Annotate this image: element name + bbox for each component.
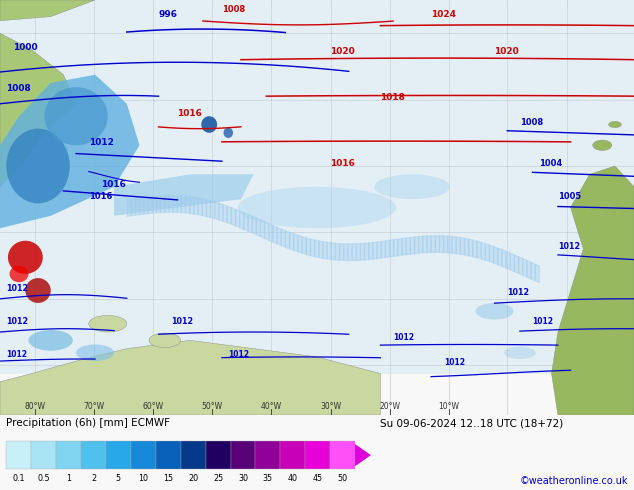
Bar [330, 441, 355, 469]
Text: 30°W: 30°W [320, 402, 342, 411]
Bar [81, 441, 106, 469]
Text: 10°W: 10°W [438, 402, 460, 411]
Bar [181, 441, 205, 469]
Polygon shape [355, 444, 371, 466]
Text: Precipitation (6h) [mm] ECMWF: Precipitation (6h) [mm] ECMWF [6, 418, 171, 428]
Text: 1012: 1012 [444, 358, 465, 367]
Text: 20: 20 [188, 473, 198, 483]
Text: 1024: 1024 [431, 10, 456, 19]
Text: 1018: 1018 [380, 93, 405, 101]
Polygon shape [0, 33, 76, 187]
Text: 1016: 1016 [178, 109, 202, 118]
Text: 50°W: 50°W [202, 402, 223, 411]
Text: 1016: 1016 [101, 180, 126, 189]
Text: 1012: 1012 [6, 350, 27, 359]
Text: 5: 5 [116, 473, 121, 483]
Ellipse shape [201, 116, 217, 133]
Ellipse shape [25, 278, 51, 303]
Text: 0.1: 0.1 [13, 473, 25, 483]
Polygon shape [0, 341, 380, 415]
Text: 1: 1 [66, 473, 71, 483]
Text: 1008: 1008 [520, 118, 543, 126]
Bar [280, 441, 305, 469]
Polygon shape [114, 174, 254, 216]
Text: Su 09-06-2024 12..18 UTC (18+72): Su 09-06-2024 12..18 UTC (18+72) [380, 418, 564, 428]
Bar [131, 441, 156, 469]
Text: 1012: 1012 [6, 284, 29, 293]
Text: 15: 15 [163, 473, 173, 483]
Text: 1012: 1012 [507, 288, 529, 296]
Ellipse shape [593, 140, 612, 150]
Bar [305, 441, 330, 469]
Text: 35: 35 [263, 473, 273, 483]
Text: 45: 45 [313, 473, 323, 483]
Ellipse shape [374, 174, 450, 199]
Polygon shape [0, 0, 95, 21]
Polygon shape [0, 74, 139, 228]
Text: 1020: 1020 [495, 47, 519, 56]
Text: 40°W: 40°W [261, 402, 282, 411]
Ellipse shape [6, 129, 70, 203]
Ellipse shape [149, 333, 181, 347]
Bar [231, 441, 256, 469]
Text: 1012: 1012 [6, 317, 29, 326]
Text: 1012: 1012 [533, 317, 553, 326]
Ellipse shape [10, 266, 29, 282]
Bar [56, 441, 81, 469]
Text: 70°W: 70°W [83, 402, 105, 411]
Text: 2: 2 [91, 473, 96, 483]
Ellipse shape [476, 303, 514, 319]
Ellipse shape [504, 346, 536, 359]
Bar [31, 441, 56, 469]
Ellipse shape [76, 344, 114, 361]
Text: 996: 996 [158, 10, 178, 19]
Bar [6, 441, 31, 469]
Text: 10: 10 [138, 473, 148, 483]
Text: 1012: 1012 [228, 350, 249, 359]
Bar [256, 441, 280, 469]
Text: 1004: 1004 [539, 159, 562, 168]
Ellipse shape [223, 127, 233, 138]
Text: 20°W: 20°W [379, 402, 401, 411]
Text: 80°W: 80°W [24, 402, 46, 411]
Polygon shape [552, 166, 634, 415]
Text: 40: 40 [288, 473, 298, 483]
Text: 25: 25 [213, 473, 223, 483]
Text: 1005: 1005 [558, 192, 581, 201]
Text: 50: 50 [337, 473, 347, 483]
Bar [156, 441, 181, 469]
Text: 1012: 1012 [171, 317, 193, 326]
Text: 1000: 1000 [13, 43, 37, 52]
Text: 1008: 1008 [6, 84, 31, 93]
Text: 60°W: 60°W [143, 402, 164, 411]
Text: 1012: 1012 [89, 138, 113, 147]
Ellipse shape [89, 316, 127, 332]
Ellipse shape [8, 241, 43, 274]
Ellipse shape [238, 187, 396, 228]
Bar [106, 441, 131, 469]
Text: 1012: 1012 [393, 333, 414, 343]
Text: 1008: 1008 [222, 5, 245, 14]
Text: 1016: 1016 [330, 159, 354, 168]
Ellipse shape [609, 122, 621, 127]
Text: 1020: 1020 [330, 47, 354, 56]
Ellipse shape [44, 87, 108, 145]
Text: 1016: 1016 [89, 192, 112, 201]
Text: 0.5: 0.5 [37, 473, 50, 483]
Text: 30: 30 [238, 473, 248, 483]
Text: 1012: 1012 [558, 242, 580, 251]
Ellipse shape [29, 330, 73, 351]
Bar [205, 441, 231, 469]
Text: ©weatheronline.co.uk: ©weatheronline.co.uk [519, 476, 628, 486]
